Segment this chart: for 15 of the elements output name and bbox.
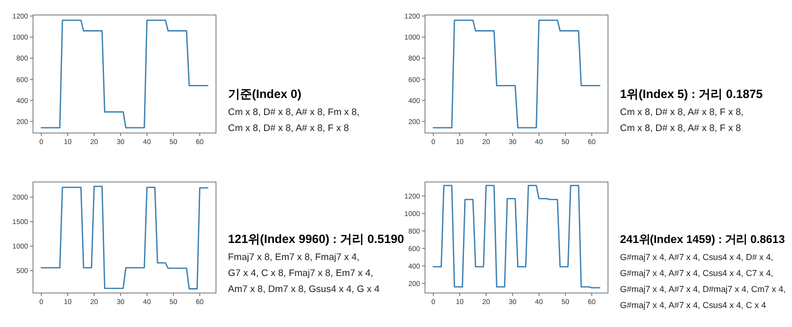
text: Fmaj7 x 8, Em7 x 8, Fmaj7 x 4,	[228, 252, 360, 263]
text: G#maj7 x 4, A#7 x 4, Csus4 x 4, C7 x 4,	[620, 268, 774, 278]
text: Cm x 8, D# x 8, A# x 8, F x 8	[228, 123, 349, 134]
text: G#maj7 x 4, A#7 x 4, D#maj7 x 4, Cm7 x 4,	[620, 284, 786, 294]
text: Am7 x 8, Dm7 x 8, Gsus4 x 4, G x 4	[228, 284, 380, 295]
text: Cm x 8, D# x 8, A# x 8, Fm x 8,	[228, 107, 360, 118]
text: G7 x 4, C x 8, Fmaj7 x 8, Em7 x 4,	[228, 268, 374, 279]
text: 기준(Index 0)	[228, 87, 302, 101]
text: Cm x 8, D# x 8, A# x 8, F x 8,	[620, 107, 744, 118]
text: 121위(Index 9960) : 거리 0.5190	[228, 232, 404, 246]
text: Cm x 8, D# x 8, A# x 8, F x 8	[620, 123, 741, 134]
text: 1위(Index 5) : 거리 0.1875	[620, 87, 764, 101]
text: 241위(Index 1459) : 거리 0.8613	[620, 234, 785, 246]
text: G#maj7 x 4, A#7 x 4, Csus4 x 4, C x 4	[620, 300, 766, 310]
text: G#maj7 x 4, A#7 x 4, Csus4 x 4, D# x 4,	[620, 252, 774, 262]
